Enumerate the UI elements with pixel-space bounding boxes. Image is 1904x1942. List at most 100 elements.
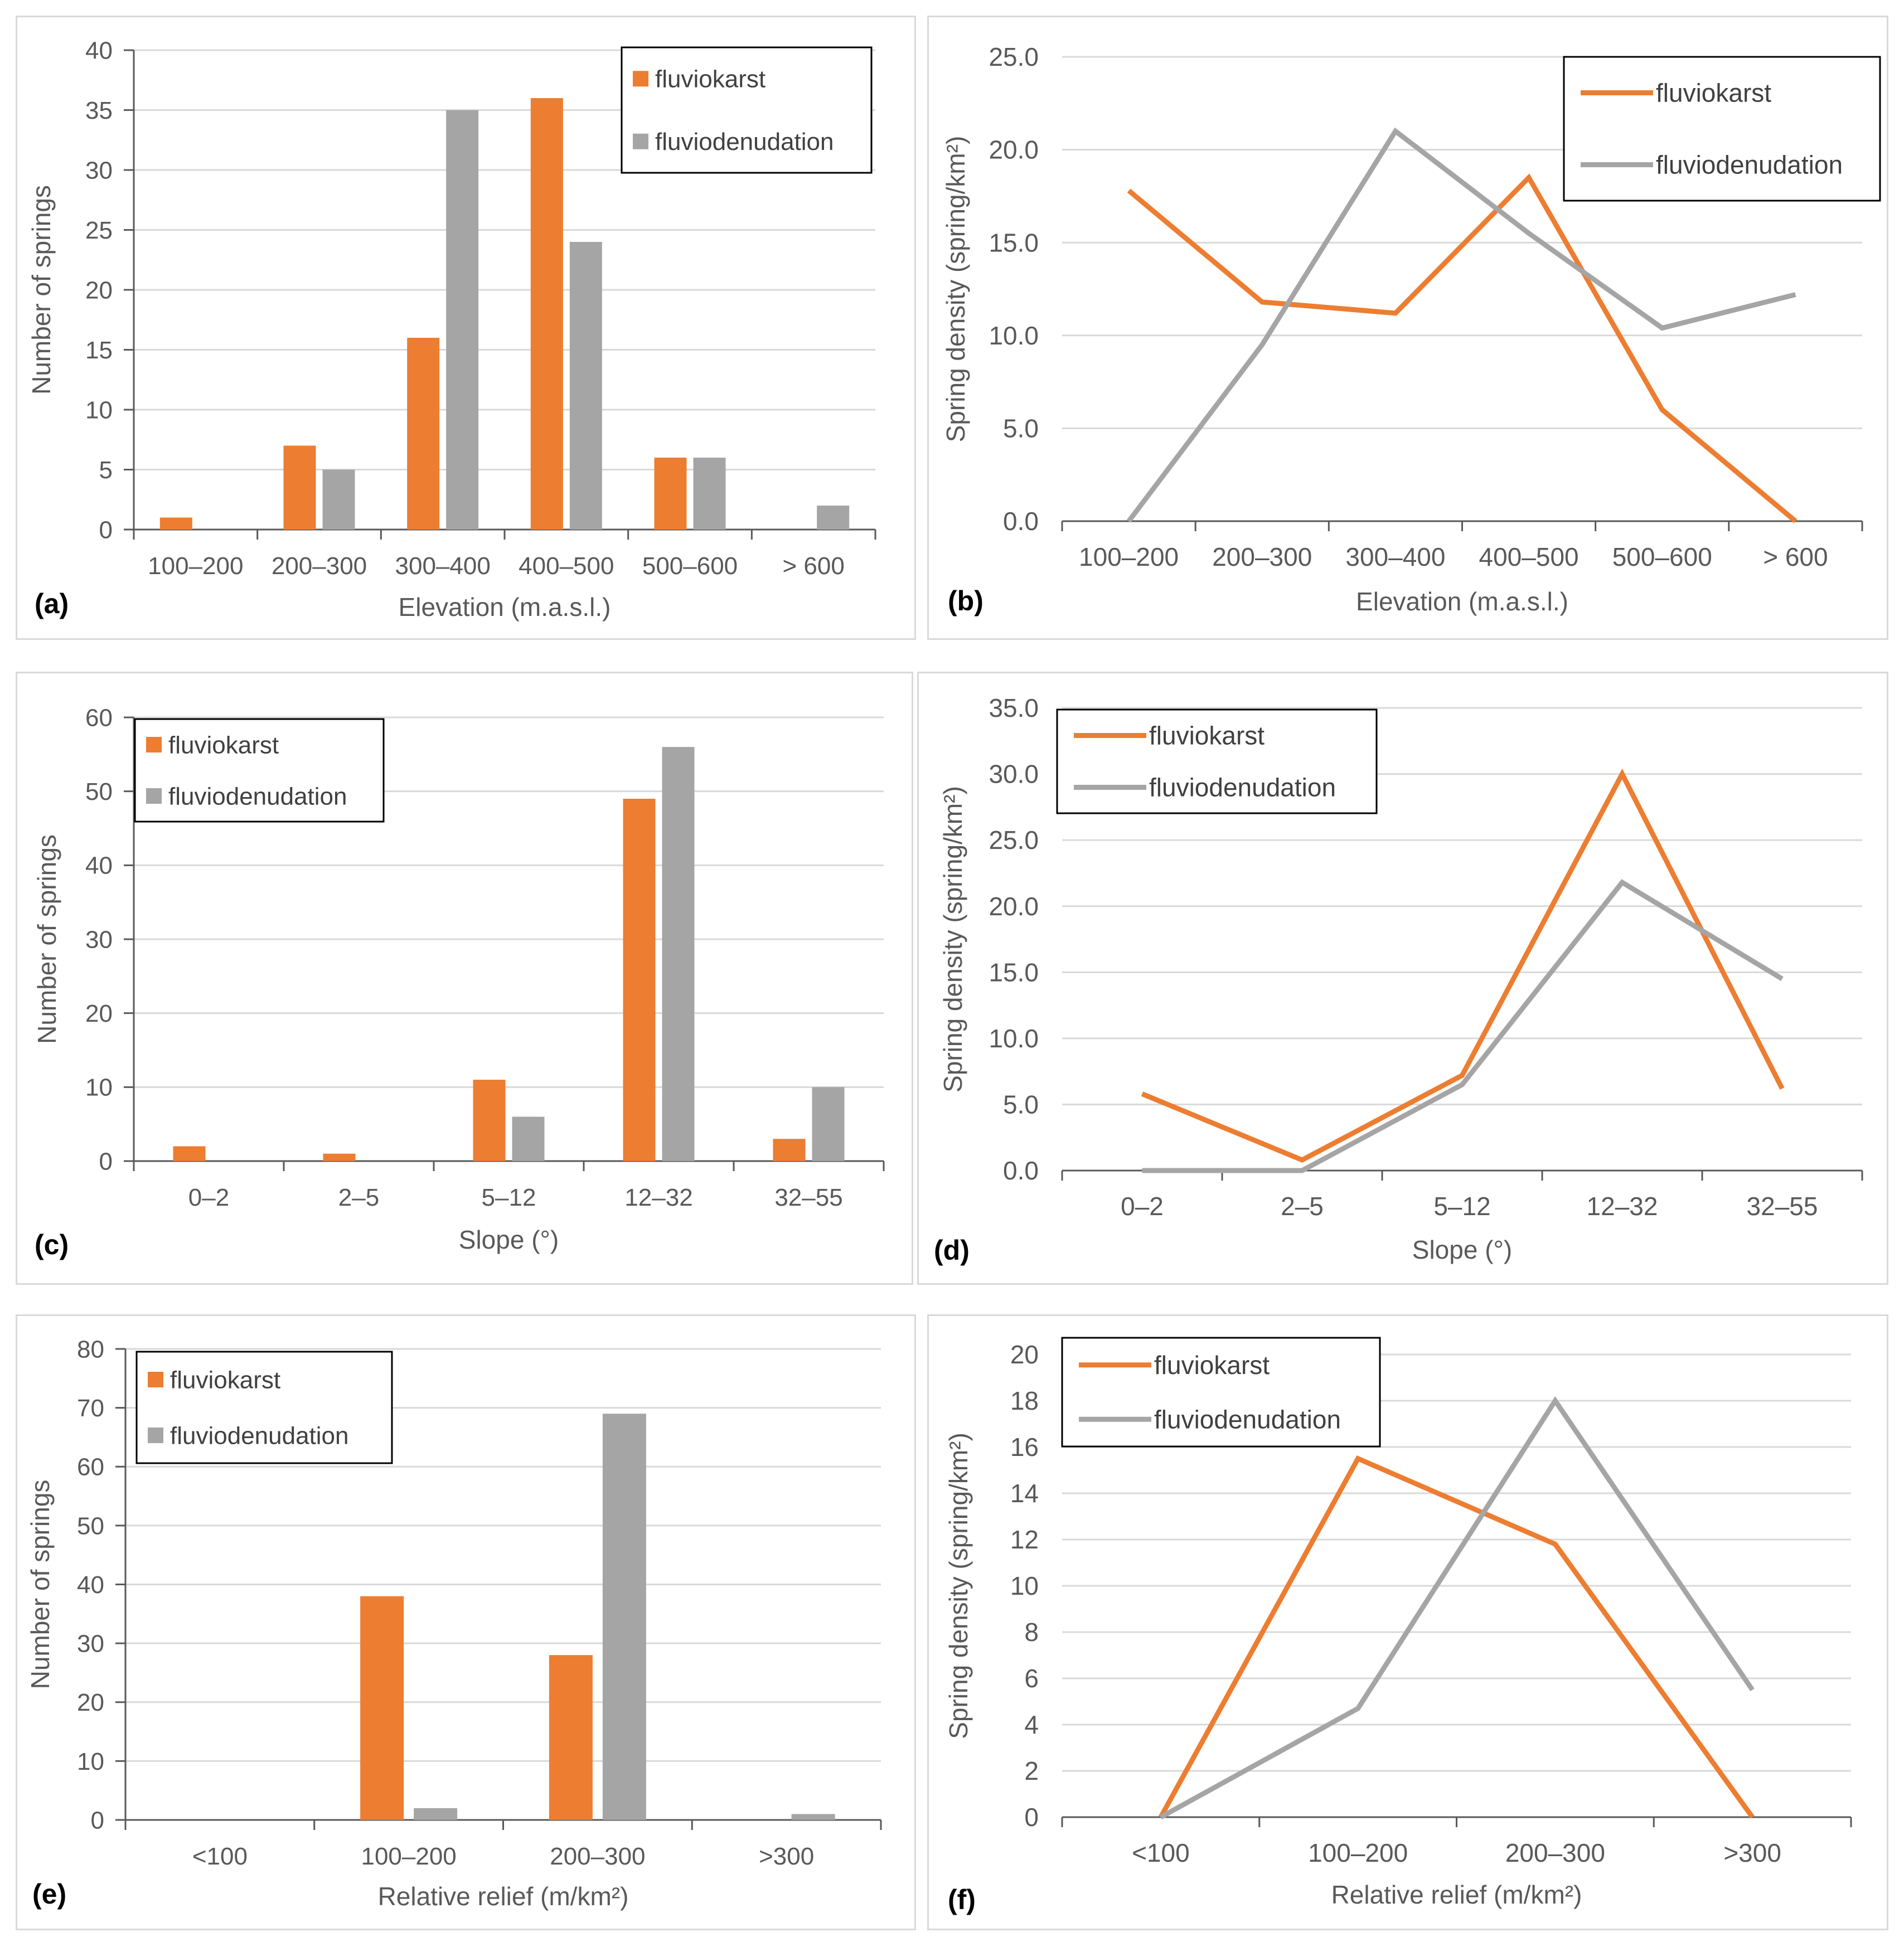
y-tick-label: 30 bbox=[85, 157, 113, 184]
y-tick-label: 15.0 bbox=[989, 958, 1039, 987]
y-tick-label: 25.0 bbox=[989, 826, 1039, 855]
legend-swatch-fluviodenudation bbox=[146, 788, 162, 804]
x-tick-label: 100–200 bbox=[361, 1843, 456, 1870]
bar-fluviokarst bbox=[407, 338, 440, 530]
y-axis-label: Number of springs bbox=[26, 1480, 55, 1689]
x-axis-label: Relative relief (m/km²) bbox=[1331, 1880, 1582, 1909]
bar-fluviodenudation bbox=[569, 242, 602, 530]
x-tick-label: 200–300 bbox=[1212, 542, 1312, 571]
y-tick-label: 30 bbox=[85, 926, 113, 953]
line-fluviokarst bbox=[1127, 173, 1798, 523]
x-tick-label: 300–400 bbox=[1345, 542, 1445, 571]
x-tick-label: <100 bbox=[1132, 1838, 1190, 1867]
legend-label-fluviokarst: fluviokarst bbox=[170, 1366, 280, 1394]
y-tick-label: 10 bbox=[77, 1748, 104, 1775]
x-tick-label: <100 bbox=[192, 1843, 248, 1870]
x-tick-label: 100–200 bbox=[1079, 542, 1179, 571]
line-fluviokarst bbox=[1158, 1455, 1755, 1819]
bar-fluviodenudation bbox=[414, 1808, 458, 1820]
x-tick-label: 0–2 bbox=[1121, 1192, 1164, 1221]
y-tick-label: 16 bbox=[1010, 1433, 1039, 1462]
x-tick-label: > 600 bbox=[782, 552, 844, 580]
x-tick-label: 32–55 bbox=[774, 1184, 842, 1211]
x-tick-label: 500–600 bbox=[642, 552, 738, 580]
y-tick-label: 10.0 bbox=[989, 1024, 1039, 1053]
x-tick-label: 0–2 bbox=[188, 1184, 229, 1211]
y-tick-label: 40 bbox=[77, 1571, 104, 1599]
bar-fluviodenudation bbox=[322, 469, 355, 530]
x-tick-label: 400–500 bbox=[519, 552, 614, 580]
y-tick-label: 2 bbox=[1024, 1756, 1039, 1785]
legend-label-fluviodenudation: fluviodenudation bbox=[170, 1422, 348, 1449]
legend-swatch-fluviokarst bbox=[633, 71, 648, 87]
x-tick-label: 2–5 bbox=[338, 1184, 379, 1211]
y-tick-label: 4 bbox=[1024, 1710, 1039, 1739]
chart-f: 0 2 4 6 8 10 12 14 16 18 20 <100 100–200 200–300 >300 S… bbox=[944, 1337, 1852, 1915]
bar-fluviodenudation bbox=[602, 1414, 646, 1820]
y-tick-label: 60 bbox=[77, 1454, 104, 1481]
y-tick-label: 50 bbox=[85, 778, 113, 805]
bar-fluviokarst bbox=[283, 445, 316, 530]
y-tick-label: 40 bbox=[85, 852, 113, 880]
legend-label-fluviodenudation: fluviodenudation bbox=[1149, 773, 1336, 802]
bar-fluviodenudation bbox=[446, 110, 479, 530]
bar-fluviokarst bbox=[530, 98, 563, 530]
x-axis-label: Relative relief (m/km²) bbox=[378, 1882, 629, 1911]
x-tick-label: 5–12 bbox=[482, 1184, 536, 1211]
y-tick-label: 35 bbox=[85, 97, 113, 124]
y-tick-label: 25 bbox=[85, 217, 113, 244]
legend: fluviokarst fluviodenudation bbox=[1563, 56, 1881, 202]
y-axis-label: Spring density (spring/km²) bbox=[941, 136, 970, 443]
y-tick-label: 20.0 bbox=[989, 135, 1039, 164]
x-tick-label: 200–300 bbox=[550, 1843, 645, 1870]
bar-fluviodenudation bbox=[512, 1116, 545, 1161]
y-tick-label: 60 bbox=[85, 704, 113, 731]
legend: fluviokarst fluviodenudation bbox=[135, 1351, 393, 1464]
panel-label: (b) bbox=[948, 585, 984, 616]
line-fluviodenudation bbox=[1159, 1396, 1755, 1819]
y-tick-label: 5 bbox=[99, 457, 113, 484]
legend-box bbox=[1061, 1337, 1381, 1448]
x-tick-label: 2–5 bbox=[1281, 1192, 1324, 1221]
legend-box bbox=[135, 1351, 393, 1464]
y-tick-label: 15 bbox=[85, 337, 113, 364]
y-axis-label: Spring density (spring/km²) bbox=[944, 1433, 973, 1739]
x-tick-label: 200–300 bbox=[1505, 1838, 1605, 1867]
legend: fluviokarst fluviodenudation bbox=[1061, 1337, 1381, 1448]
legend: fluviokarst fluviodenudation bbox=[134, 718, 385, 823]
bar-fluviokarst bbox=[473, 1080, 506, 1161]
y-axis-label: Number of springs bbox=[27, 185, 56, 395]
x-tick-label: 32–55 bbox=[1747, 1192, 1818, 1221]
legend-label-fluviodenudation: fluviodenudation bbox=[1154, 1405, 1341, 1434]
y-tick-label: 25.0 bbox=[989, 42, 1039, 71]
bar-fluviokarst bbox=[173, 1146, 206, 1161]
x-tick-label: 100–200 bbox=[1308, 1838, 1408, 1867]
bar-fluviokarst bbox=[323, 1153, 356, 1161]
legend-label-fluviokarst: fluviokarst bbox=[1149, 721, 1265, 750]
legend: fluviokarst fluviodenudation bbox=[1056, 708, 1378, 814]
panel-label: (a) bbox=[35, 588, 69, 619]
x-tick-label: >300 bbox=[1723, 1838, 1781, 1867]
line-fluviokarst bbox=[1141, 768, 1785, 1163]
legend-swatch-fluviodenudation bbox=[633, 133, 648, 149]
x-tick-label: 500–600 bbox=[1612, 542, 1712, 571]
bar-fluviokarst bbox=[654, 458, 687, 530]
y-tick-label: 15.0 bbox=[989, 228, 1039, 257]
chart-b: 0.0 5.0 10.0 15.0 20.0 25.0 100–200 200–300 300–… bbox=[941, 42, 1881, 616]
y-tick-label: 30 bbox=[77, 1630, 104, 1658]
y-tick-label: 30.0 bbox=[989, 760, 1039, 789]
bar-fluviokarst bbox=[549, 1655, 593, 1820]
x-tick-label: 100–200 bbox=[148, 552, 243, 580]
line-fluviodenudation bbox=[1142, 879, 1784, 1173]
x-tick-label: 400–500 bbox=[1479, 542, 1579, 571]
y-tick-label: 20 bbox=[85, 1000, 113, 1027]
y-tick-label: 40 bbox=[85, 37, 113, 64]
y-axis-label: Number of springs bbox=[32, 834, 61, 1044]
x-axis-label: Slope (°) bbox=[459, 1225, 559, 1254]
y-tick-label: 10.0 bbox=[989, 321, 1039, 350]
y-tick-label: 10 bbox=[85, 396, 113, 424]
y-tick-label: 10 bbox=[1010, 1571, 1039, 1600]
y-tick-label: 0 bbox=[1024, 1803, 1039, 1832]
bar-fluviokarst bbox=[773, 1139, 806, 1161]
chart-d: 0.0 5.0 10.0 15.0 20.0 25.0 30.0 35.0 0–2 2–5 5–12… bbox=[934, 693, 1863, 1266]
